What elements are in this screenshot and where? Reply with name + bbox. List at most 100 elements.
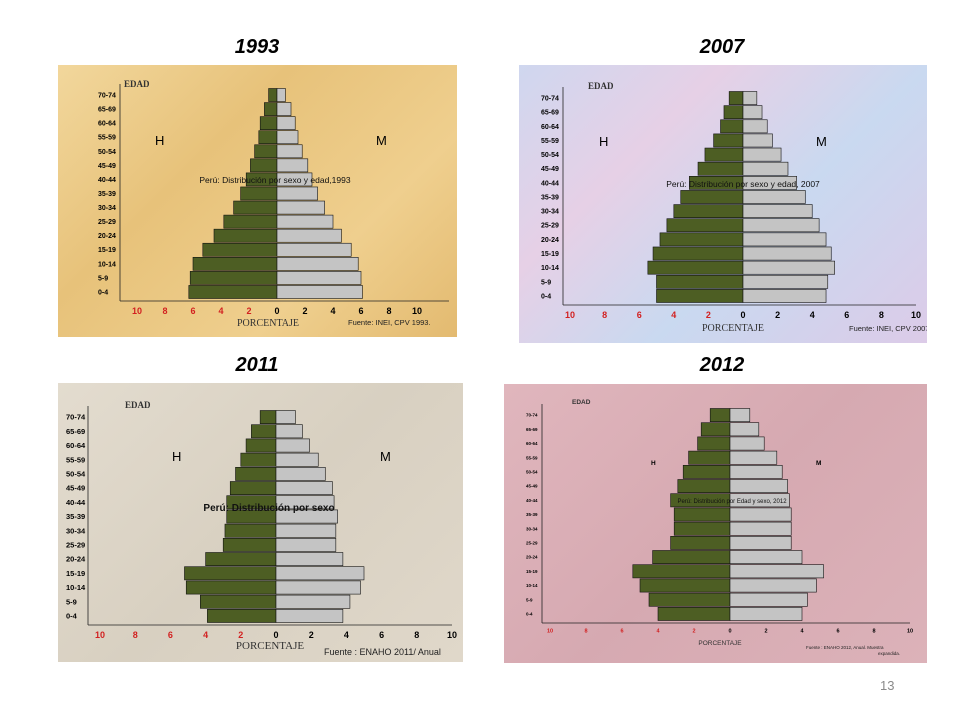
- x-tick-label: 10: [447, 630, 457, 640]
- bar-male-25-29: [666, 218, 744, 233]
- bar-male-70-74: [728, 91, 744, 105]
- x-tick-label: 4: [344, 630, 349, 640]
- age-group-label: 70-74: [541, 96, 559, 103]
- age-group-label: 70-74: [66, 413, 86, 422]
- x-tick-label: 0: [740, 310, 745, 320]
- age-group-label: 25-29: [66, 541, 85, 550]
- bar-male-65-69: [723, 105, 744, 120]
- source-note: Fuente: INEI, CPV 2007.: [849, 324, 927, 333]
- bar-female-40-44: [729, 493, 790, 508]
- male-label: H: [155, 133, 164, 148]
- age-group-label: 10-14: [541, 265, 559, 272]
- bar-female-0-4: [729, 607, 803, 621]
- x-tick-label: 10: [95, 630, 105, 640]
- bar-male-25-29: [223, 214, 278, 229]
- x-tick-label: 2: [238, 630, 243, 640]
- chart-annotation: Perú: Distribución por sexo y edad, 2007: [666, 179, 820, 189]
- x-tick-label: 6: [844, 310, 849, 320]
- x-tick-label: 0: [273, 630, 278, 640]
- bar-male-60-64: [245, 438, 277, 453]
- bar-female-45-49: [276, 158, 309, 173]
- bar-female-65-69: [729, 422, 760, 437]
- age-group-label: 30-34: [66, 526, 86, 535]
- bar-male-55-59: [713, 133, 744, 148]
- x-tick-label: 8: [872, 629, 875, 635]
- x-axis-title: PORCENTAJE: [702, 323, 764, 334]
- x-axis-title: PORCENTAJE: [698, 640, 742, 647]
- female-label: M: [380, 449, 391, 464]
- x-tick-label: 8: [584, 629, 587, 635]
- bar-female-45-49: [275, 481, 333, 495]
- bar-female-20-24: [276, 228, 342, 243]
- bar-male-10-14: [639, 578, 731, 593]
- bar-male-15-19: [202, 242, 278, 257]
- female-label: M: [376, 133, 387, 148]
- age-group-label: 5-9: [541, 279, 551, 286]
- bar-male-55-59: [258, 130, 278, 145]
- bar-male-0-4: [656, 289, 744, 303]
- bar-male-30-34: [673, 521, 731, 536]
- age-group-label: 15-19: [541, 251, 559, 258]
- x-tick-label: 0: [728, 629, 731, 635]
- bar-male-30-34: [233, 200, 278, 215]
- bar-male-35-39: [240, 186, 278, 201]
- age-group-label: 40-44: [98, 177, 116, 184]
- bar-female-55-59: [276, 130, 299, 145]
- age-group-label: 10-14: [526, 583, 538, 588]
- age-group-label: 50-54: [66, 470, 86, 479]
- bar-female-55-59: [729, 450, 778, 465]
- chart-title-2007: 2007: [699, 36, 745, 58]
- age-group-label: 15-19: [98, 247, 116, 254]
- bar-female-60-64: [742, 119, 768, 134]
- age-group-label: 0-4: [98, 289, 108, 296]
- x-axis-title: PORCENTAJE: [237, 318, 299, 329]
- age-group-label: 5-9: [526, 597, 533, 602]
- y-axis-title: EDAD: [124, 79, 150, 89]
- bar-female-50-54: [275, 467, 326, 481]
- age-group-label: 40-44: [526, 498, 538, 503]
- bar-female-35-39: [742, 190, 806, 204]
- bar-male-5-9: [200, 594, 277, 609]
- bar-male-60-64: [720, 119, 744, 134]
- bar-male-10-14: [647, 260, 744, 275]
- bar-male-0-4: [207, 609, 277, 623]
- age-group-label: 50-54: [526, 469, 538, 474]
- x-tick-label: 8: [879, 310, 884, 320]
- age-group-label: 35-39: [526, 512, 538, 517]
- bar-male-25-29: [222, 538, 277, 552]
- y-axis-title: EDAD: [125, 400, 151, 410]
- source-note-continued: expandida.: [878, 651, 900, 656]
- x-tick-label: 4: [671, 310, 676, 320]
- bar-male-45-49: [697, 161, 744, 176]
- bar-female-35-39: [275, 509, 338, 524]
- pyramid-chart-svg: 0-4 5-9 10-14 15-19 20-24 25-29 30-34 35-39 40-4…: [541, 81, 927, 334]
- age-group-label: 55-59: [98, 135, 116, 142]
- age-group-label: 60-64: [526, 441, 538, 446]
- female-label: M: [816, 460, 821, 467]
- age-group-label: 50-54: [541, 152, 559, 159]
- bar-female-30-34: [275, 523, 337, 538]
- bar-female-50-54: [276, 144, 303, 159]
- bar-female-20-24: [729, 550, 803, 564]
- bar-male-45-49: [229, 481, 277, 495]
- bar-female-5-9: [742, 274, 829, 289]
- age-group-label: 40-44: [66, 498, 86, 507]
- bar-female-20-24: [275, 552, 344, 566]
- male-label: H: [172, 449, 181, 464]
- bar-female-0-4: [275, 609, 344, 623]
- pyramid-chart-svg: 0-4 5-9 10-14 15-19 20-24 25-29 30-34 35-39 40-4…: [66, 400, 457, 657]
- bar-female-10-14: [275, 580, 361, 595]
- bar-female-15-19: [729, 564, 824, 579]
- age-group-label: 5-9: [98, 275, 108, 282]
- bar-female-60-64: [729, 436, 765, 451]
- age-group-label: 55-59: [541, 138, 559, 145]
- bar-male-35-39: [680, 190, 744, 204]
- age-group-label: 70-74: [98, 92, 116, 99]
- bar-female-40-44: [276, 172, 313, 187]
- chart-title-2012: 2012: [699, 354, 745, 376]
- bar-female-55-59: [742, 133, 773, 148]
- bar-male-45-49: [250, 158, 278, 173]
- page-number: 13: [880, 678, 895, 693]
- x-tick-label: 10: [412, 306, 422, 316]
- age-group-label: 60-64: [66, 441, 86, 450]
